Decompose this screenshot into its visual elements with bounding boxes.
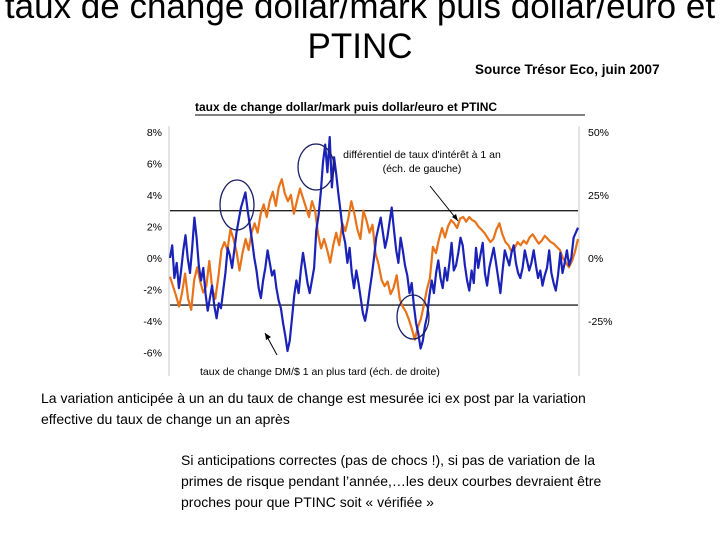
annotation-arrow	[429, 185, 459, 222]
right-tick-label: 0%	[588, 253, 603, 265]
reference-lines	[168, 126, 580, 376]
interest-differential-annotation: (éch. de gauche)	[383, 163, 462, 175]
left-tick-label: 8%	[147, 127, 162, 139]
annotation-arrowhead	[265, 333, 271, 340]
right-tick-label: 25%	[588, 190, 609, 202]
chart-title: taux de change dollar/mark puis dollar/e…	[195, 100, 497, 114]
right-tick-label: 50%	[588, 127, 609, 139]
interest-differential-series-line	[168, 178, 580, 341]
highlight-circles	[219, 143, 430, 340]
conclusion-paragraph: Si anticipations correctes (pas de chocs…	[181, 452, 602, 510]
left-tick-label: 4%	[147, 190, 162, 202]
exchange-rate-annotation: taux de change DM/$ 1 an plus tard (éch.…	[200, 366, 440, 378]
series-layer	[168, 135, 580, 353]
exchange-rate-series-line	[168, 135, 580, 353]
highlight-circle	[396, 294, 430, 340]
exchange-rate-chart: taux de change dollar/mark puis dollar/e…	[125, 90, 625, 385]
interest-differential-annotation: différentiel de taux d'intérêt à 1 an	[343, 149, 501, 161]
slide-title-line2: PTINC	[307, 27, 413, 66]
left-axis: 8% 6% 4% 2% 0% -2% -4% -6%	[143, 127, 162, 359]
explanation-paragraph: La variation anticipée à un an du taux d…	[41, 390, 586, 427]
left-tick-label: -6%	[143, 347, 162, 359]
left-tick-label: 2%	[147, 221, 162, 233]
highlight-circle	[219, 179, 255, 231]
right-axis: 50% 25% 0% -25%	[588, 127, 613, 328]
left-tick-label: 0%	[147, 253, 162, 265]
left-tick-label: 6%	[147, 158, 162, 170]
annotation-arrowhead	[452, 214, 458, 221]
slide-title-line1: taux de change dollar/mark puis dollar/e…	[4, 0, 716, 26]
left-tick-label: -2%	[143, 284, 162, 296]
left-tick-label: -4%	[143, 316, 162, 328]
source-note: Source Trésor Eco, juin 2007	[475, 62, 660, 77]
annotations: différentiel de taux d'intérêt à 1 an (éc…	[200, 149, 501, 378]
right-tick-label: -25%	[588, 316, 613, 328]
highlight-circle	[297, 143, 335, 191]
slide-title: taux de change dollar/mark puis dollar/e…	[0, 0, 720, 70]
